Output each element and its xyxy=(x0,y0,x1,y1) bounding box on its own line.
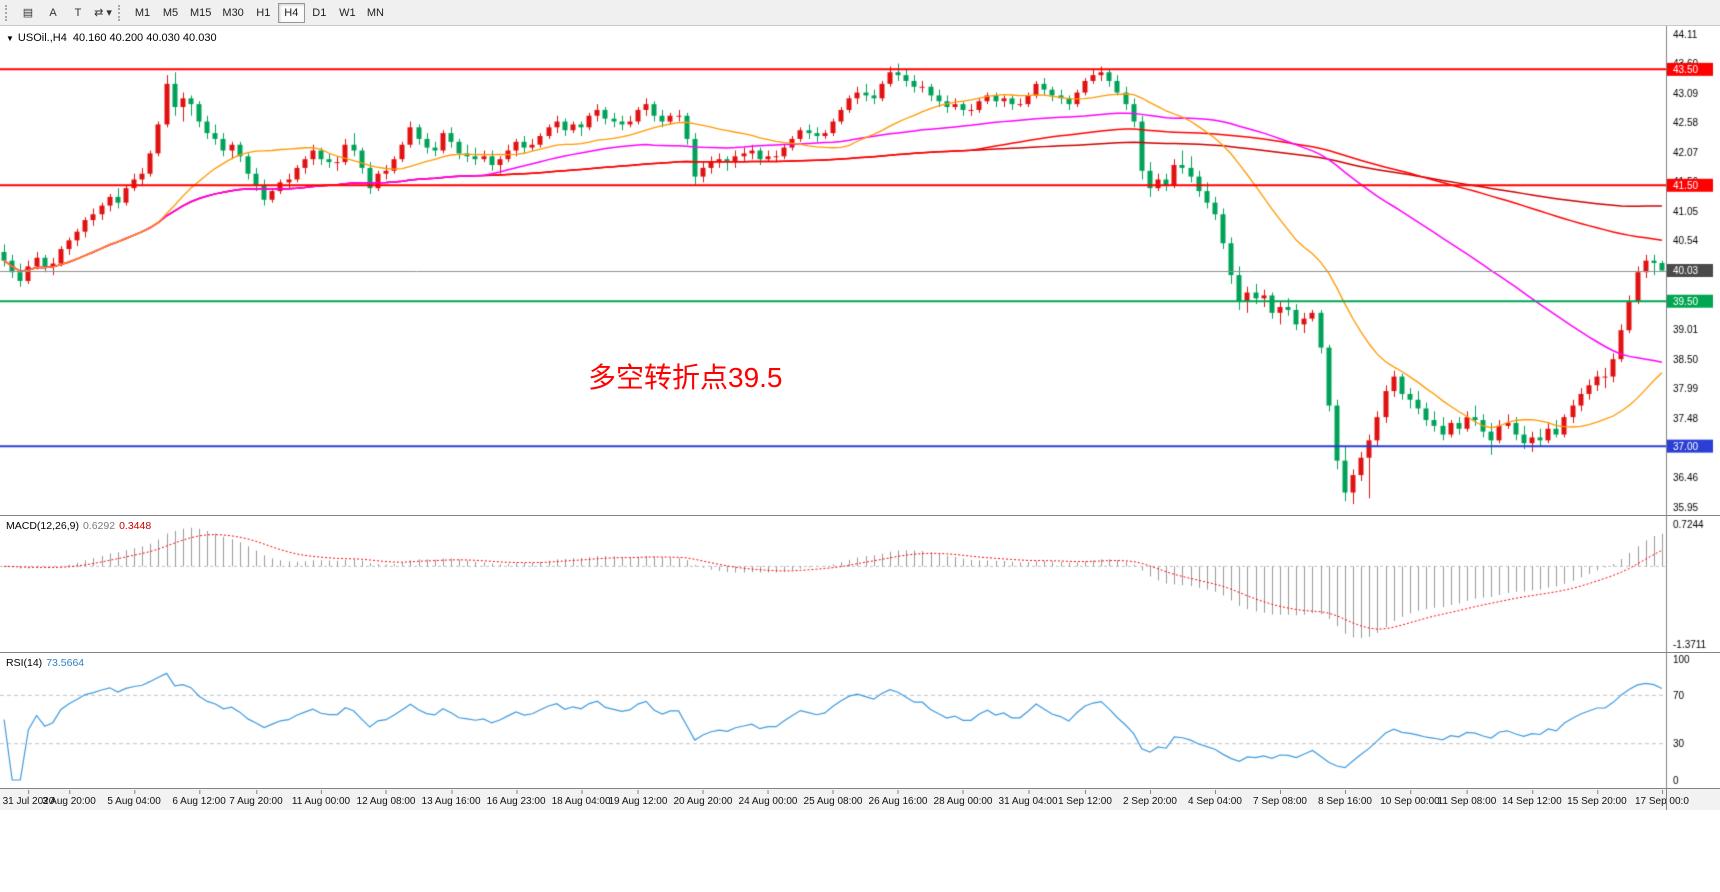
timeframe-button-m15[interactable]: M15 xyxy=(185,3,216,23)
time-axis-label: 7 Aug 20:00 xyxy=(229,790,283,807)
chart-annotation[interactable]: 多空转折点39.5 xyxy=(588,362,783,393)
timeframe-button-h4[interactable]: H4 xyxy=(277,2,305,23)
rsi-value: 73.5664 xyxy=(46,657,85,669)
bottom-whitespace xyxy=(0,810,1720,892)
chart-title: ▼ USOil.,H4 40.160 40.200 40.030 40.030 xyxy=(6,32,217,44)
rsi-name: RSI(14) xyxy=(6,657,43,669)
timeframe-button-w1[interactable]: W1 xyxy=(334,3,361,23)
time-axis-label: 17 Sep 00:0 xyxy=(1634,790,1689,807)
time-axis-label: 16 Aug 23:00 xyxy=(486,790,546,807)
time-axis-label: 25 Aug 08:00 xyxy=(803,790,863,807)
timeframe-button-m1[interactable]: M1 xyxy=(129,3,156,23)
toolbar-timeframes: M1 M5 M15 M30 H1 H4 D1 W1 MN xyxy=(129,2,389,23)
macd-main-value: 0.6292 xyxy=(82,520,116,532)
time-axis-label: 10 Sep 00:00 xyxy=(1380,790,1440,807)
timeframe-button-mn[interactable]: MN xyxy=(362,3,389,23)
time-axis-label: 1 Sep 12:00 xyxy=(1057,790,1112,807)
time-axis-label: 31 Aug 04:00 xyxy=(998,790,1058,807)
timeframe-button-m30[interactable]: M30 xyxy=(217,3,248,23)
time-axis-label: 11 Aug 00:00 xyxy=(291,790,351,807)
font-a-button[interactable]: A xyxy=(41,3,65,23)
macd-pane: MACD(12,26,9) 0.6292 0.3448 xyxy=(0,515,1720,652)
price-chart-canvas[interactable] xyxy=(0,26,1720,515)
time-axis-label: 28 Aug 00:00 xyxy=(933,790,993,807)
timeframe-button-d1[interactable]: D1 xyxy=(306,3,333,23)
macd-signal-value: 0.3448 xyxy=(119,520,152,532)
time-axis-label: 6 Aug 12:00 xyxy=(172,790,226,807)
collapse-triangle-icon[interactable]: ▼ xyxy=(6,34,14,43)
macd-indicator-canvas[interactable] xyxy=(0,516,1720,652)
toolbar-drag-handle[interactable] xyxy=(5,4,11,21)
timeframe-button-m5[interactable]: M5 xyxy=(157,3,184,23)
time-axis-label: 18 Aug 04:00 xyxy=(551,790,611,807)
time-axis-label: 7 Sep 08:00 xyxy=(1253,790,1307,807)
chart-window-button[interactable]: ▤ xyxy=(16,3,40,23)
time-axis-label: 26 Aug 16:00 xyxy=(868,790,928,807)
objects-dropdown-button[interactable]: ⇄ ▾ xyxy=(91,3,115,23)
rsi-pane: RSI(14) 73.5664 xyxy=(0,652,1720,788)
time-axis: 31 Jul 2020 3 Aug 20:00 5 Aug 04:00 6 Aug 1… xyxy=(0,788,1720,810)
time-axis-label: 11 Sep 08:00 xyxy=(1437,790,1497,807)
macd-name: MACD(12,26,9) xyxy=(6,520,79,532)
ohlc-values-label: 40.160 40.200 40.030 40.030 xyxy=(72,32,217,44)
time-axis-label: 15 Sep 20:00 xyxy=(1567,790,1627,807)
time-axis-label: 13 Aug 16:00 xyxy=(421,790,481,807)
timeframes-drag-handle[interactable] xyxy=(118,4,124,21)
macd-label: MACD(12,26,9) 0.6292 0.3448 xyxy=(6,520,151,532)
toolbar: ▤ A T ⇄ ▾ M1 M5 M15 M30 H1 H4 D1 W1 MN xyxy=(0,0,1720,26)
rsi-label: RSI(14) 73.5664 xyxy=(6,657,84,669)
time-axis-label: 2 Sep 20:00 xyxy=(1122,790,1177,807)
time-axis-label: 20 Aug 20:00 xyxy=(673,790,733,807)
time-axis-label: 5 Aug 04:00 xyxy=(107,790,161,807)
timeframe-button-h1[interactable]: H1 xyxy=(250,3,277,23)
symbol-period-label: USOil.,H4 xyxy=(17,32,67,44)
time-axis-label: 14 Sep 12:00 xyxy=(1502,790,1562,807)
price-pane: ▼ USOil.,H4 40.160 40.200 40.030 40.030 多空… xyxy=(0,26,1720,515)
toolbar-tools: ▤ A T ⇄ ▾ xyxy=(16,3,115,23)
text-tool-button[interactable]: T xyxy=(66,3,90,23)
time-axis-label: 31 Jul 2020 xyxy=(2,790,55,807)
time-axis-label: 4 Sep 04:00 xyxy=(1187,790,1242,807)
time-axis-label: 24 Aug 00:00 xyxy=(738,790,798,807)
time-axis-label: 12 Aug 08:00 xyxy=(356,790,416,807)
rsi-indicator-canvas[interactable] xyxy=(0,653,1720,788)
time-axis-label: 19 Aug 12:00 xyxy=(608,790,668,807)
time-axis-label: 3 Aug 20:00 xyxy=(42,790,96,807)
time-axis-label: 8 Sep 16:00 xyxy=(1318,790,1372,807)
